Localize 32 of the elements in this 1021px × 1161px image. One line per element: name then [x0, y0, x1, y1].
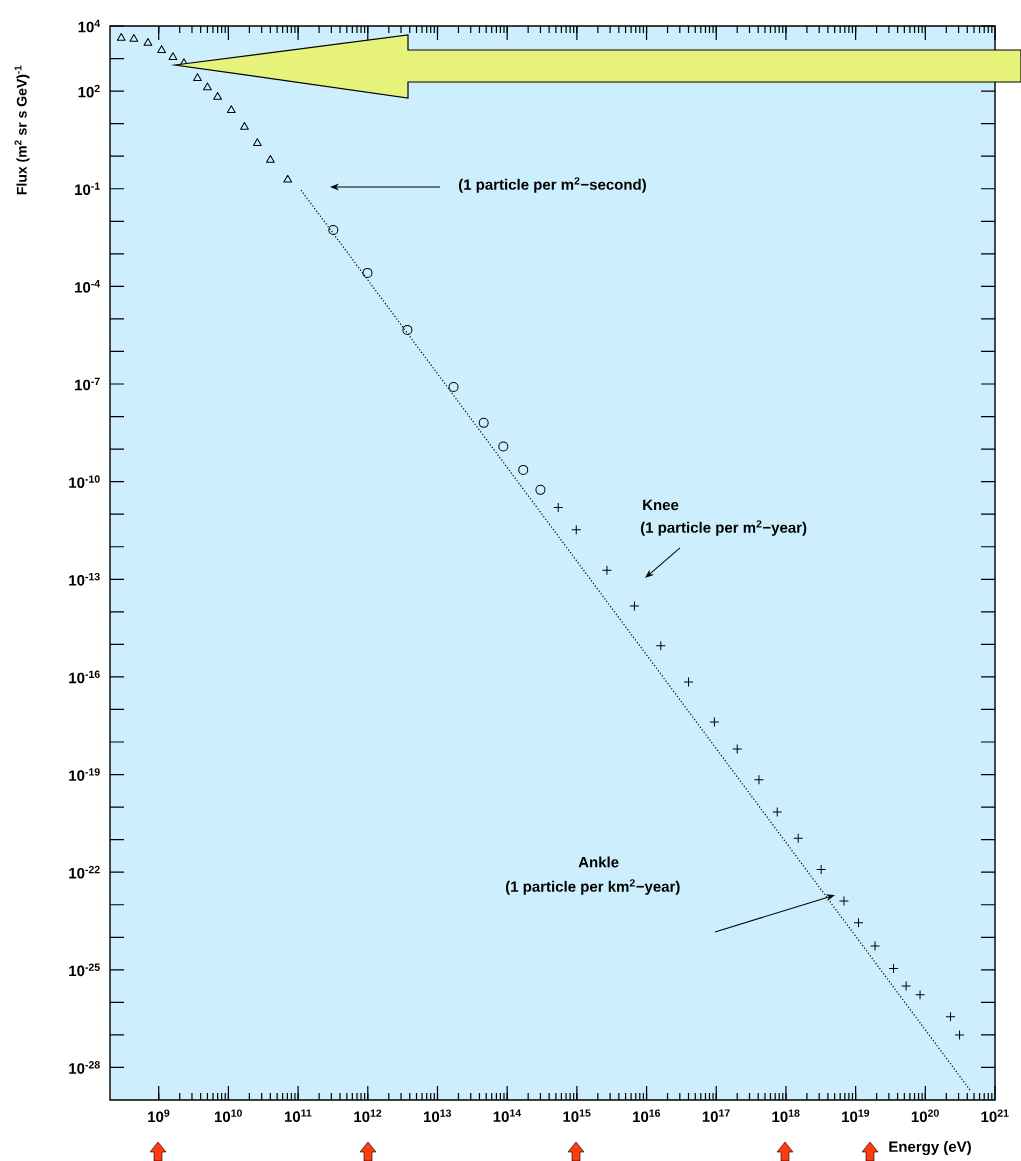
annotation: Ankle: [578, 856, 619, 868]
annotation: (1 particle per m$^{2}$−second): [458, 177, 646, 193]
y-tick-label: 10$^{-28}$: [69, 1061, 100, 1074]
annotation: (1 particle per km$^{2}$−year): [505, 879, 680, 895]
x-tick-label: 10$^{16}$: [633, 1109, 661, 1123]
x-axis-title: Energy (eV): [889, 1140, 971, 1156]
y-tick-label: 10$^{-10}$: [69, 475, 100, 488]
annotation: Knee: [643, 499, 679, 511]
x-tick-label: 10$^{12}$: [354, 1109, 382, 1123]
x-tick-label: 10$^{10}$: [214, 1109, 242, 1123]
annotation: (1 particle per m$^{2}$−year): [640, 520, 807, 536]
y-tick-label: 10$^{-7}$: [75, 377, 100, 391]
y-tick-label: 10$^{-16}$: [69, 670, 100, 684]
x-tick-label: 10$^{18}$: [772, 1109, 800, 1123]
x-tick-label: 10$^{19}$: [842, 1109, 870, 1123]
y-tick-label: 10$^{-13}$: [69, 572, 100, 586]
y-tick-label: 10$^{-25}$: [69, 963, 100, 977]
y-tick-label: 10$^{4}$: [78, 19, 101, 33]
y-tick-label: 10$^{-19}$: [69, 768, 100, 781]
x-tick-label: 10$^{17}$: [702, 1109, 730, 1122]
x-tick-label: 10$^{11}$: [284, 1109, 312, 1122]
y-tick-label: 10$^{-4}$: [75, 280, 101, 293]
y-axis-title: Flux (m$^{2}$ sr s GeV)$^{-1}$: [14, 65, 30, 195]
x-tick-label: 10$^{14}$: [493, 1109, 522, 1122]
x-tick-label: 10$^{9}$: [148, 1109, 170, 1123]
x-tick-label: 10$^{20}$: [911, 1109, 939, 1123]
x-tick-label: 10$^{21}$: [981, 1109, 1009, 1123]
y-tick-label: 10$^{-1}$: [75, 182, 100, 196]
y-tick-label: 10$^{2}$: [78, 84, 100, 98]
y-tick-label: 10$^{-22}$: [69, 865, 100, 879]
x-tick-label: 10$^{15}$: [563, 1109, 591, 1122]
x-tick-label: 10$^{13}$: [424, 1109, 452, 1123]
